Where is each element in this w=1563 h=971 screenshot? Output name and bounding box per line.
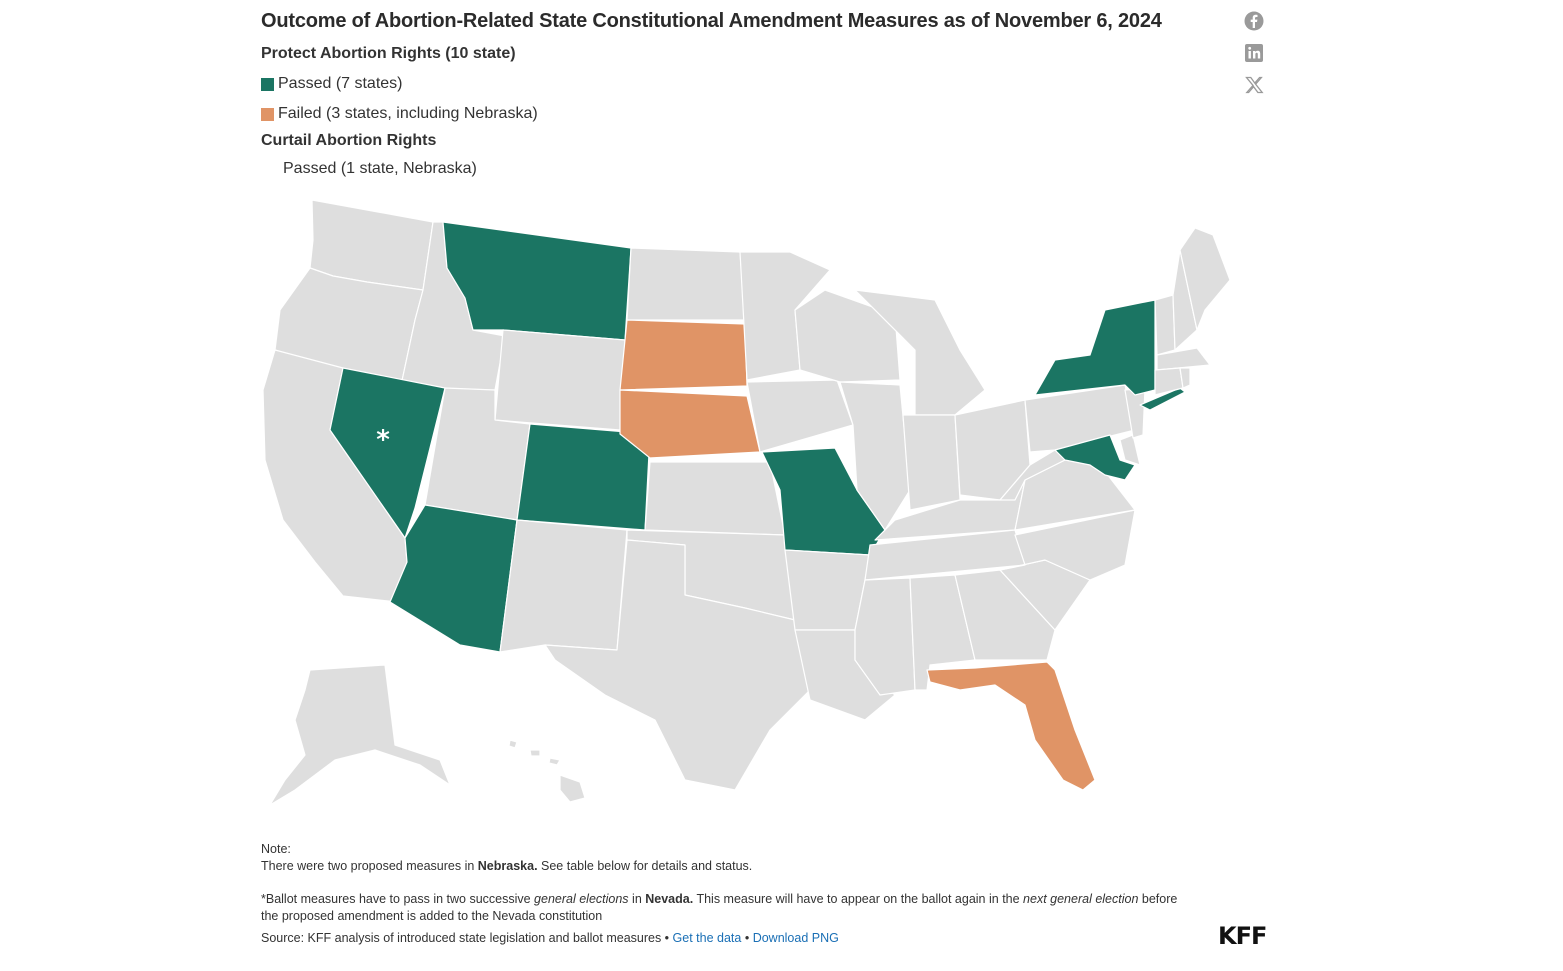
- legend-curtail-passed-label: Passed (1 state, Nebraska): [283, 160, 477, 177]
- chart-title: Outcome of Abortion-Related State Consti…: [261, 10, 1162, 32]
- note2-em2: next general election: [1023, 892, 1139, 906]
- source-text: Source: KFF analysis of introduced state…: [261, 931, 673, 945]
- state-florida[interactable]: [926, 661, 1096, 791]
- nevada-marker: *: [376, 425, 390, 455]
- kff-logo: KFF: [1218, 922, 1267, 950]
- note2-mid: in: [628, 892, 646, 906]
- state-texas[interactable]: [544, 539, 811, 791]
- state-rhode-island[interactable]: [1179, 367, 1191, 389]
- note2-text: *Ballot measures have to pass in two suc…: [261, 892, 535, 906]
- state-north-dakota[interactable]: [626, 247, 746, 321]
- state-kansas[interactable]: [644, 461, 786, 536]
- note1-bold: Nebraska.: [477, 859, 538, 873]
- state-new-york[interactable]: [1034, 299, 1156, 396]
- state-georgia[interactable]: [954, 569, 1056, 661]
- state-iowa[interactable]: [746, 379, 854, 453]
- note2-bold: Nevada.: [645, 892, 694, 906]
- note-nevada: *Ballot measures have to pass in two suc…: [261, 891, 1191, 925]
- note2-end: before the proposed amendment is added t…: [261, 892, 1178, 923]
- legend-failed-label: Failed (3 states, including Nebraska): [278, 105, 538, 122]
- note-block: Note: There were two proposed measures i…: [261, 841, 1191, 875]
- state-vermont[interactable]: [1154, 294, 1176, 356]
- state-nevada[interactable]: [329, 367, 446, 539]
- state-south-dakota[interactable]: [619, 319, 748, 391]
- state-missouri[interactable]: [761, 447, 886, 556]
- note1-text-end: See table below for details and status.: [537, 859, 753, 873]
- source-line: Source: KFF analysis of introduced state…: [261, 930, 1191, 947]
- legend-item-failed[interactable]: Failed (3 states, including Nebraska): [261, 105, 538, 123]
- state-montana[interactable]: [442, 221, 632, 341]
- legend-heading-protect: Protect Abortion Rights (10 state): [261, 45, 516, 62]
- note-heading: Note:: [261, 842, 291, 856]
- state-north-carolina[interactable]: [999, 509, 1136, 581]
- note-nebraska: There were two proposed measures in Nebr…: [261, 858, 1191, 875]
- state-nebraska[interactable]: [619, 389, 761, 459]
- state-new-york-long-island[interactable]: [1139, 387, 1186, 411]
- legend-heading-curtail: Curtail Abortion Rights: [261, 132, 437, 149]
- state-hawaii[interactable]: [508, 739, 586, 803]
- source-separator: •: [741, 931, 753, 945]
- download-png-link[interactable]: Download PNG: [752, 931, 839, 945]
- legend-item-curtail-passed[interactable]: Passed (1 state, Nebraska): [283, 160, 477, 178]
- note1-text: There were two proposed measures in: [261, 859, 478, 873]
- state-new-mexico[interactable]: [499, 519, 628, 653]
- state-indiana[interactable]: [902, 414, 961, 511]
- facebook-icon[interactable]: [1244, 11, 1264, 31]
- state-delaware[interactable]: [1119, 434, 1141, 466]
- state-michigan[interactable]: [854, 289, 986, 416]
- get-data-link[interactable]: Get the data: [672, 931, 742, 945]
- state-maryland[interactable]: [1054, 434, 1136, 481]
- failed-swatch: [261, 107, 274, 121]
- legend-item-passed[interactable]: Passed (7 states): [261, 75, 403, 93]
- note2-mid2: This measure will have to appear on the …: [693, 892, 1024, 906]
- state-wyoming[interactable]: [494, 329, 626, 431]
- state-pennsylvania[interactable]: [1024, 384, 1136, 453]
- x-icon[interactable]: [1244, 75, 1264, 95]
- state-alaska[interactable]: [269, 664, 451, 806]
- passed-swatch: [261, 77, 274, 91]
- linkedin-icon[interactable]: [1244, 43, 1264, 63]
- state-massachusetts[interactable]: [1156, 347, 1211, 371]
- note2-em1: general elections: [534, 892, 629, 906]
- legend-passed-label: Passed (7 states): [278, 75, 403, 92]
- us-choropleth-map: *: [262, 199, 1231, 806]
- state-maine[interactable]: [1179, 227, 1231, 331]
- state-wisconsin[interactable]: [794, 289, 901, 383]
